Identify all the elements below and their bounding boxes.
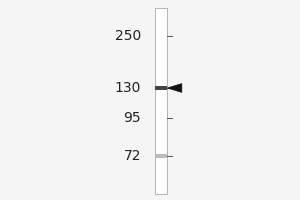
Text: 250: 250 xyxy=(115,29,141,43)
Text: 130: 130 xyxy=(115,81,141,95)
Bar xyxy=(154,86,166,90)
Bar xyxy=(154,8,166,194)
Text: 72: 72 xyxy=(124,149,141,163)
Text: 95: 95 xyxy=(123,111,141,125)
Bar xyxy=(154,154,166,158)
Polygon shape xyxy=(167,84,182,92)
